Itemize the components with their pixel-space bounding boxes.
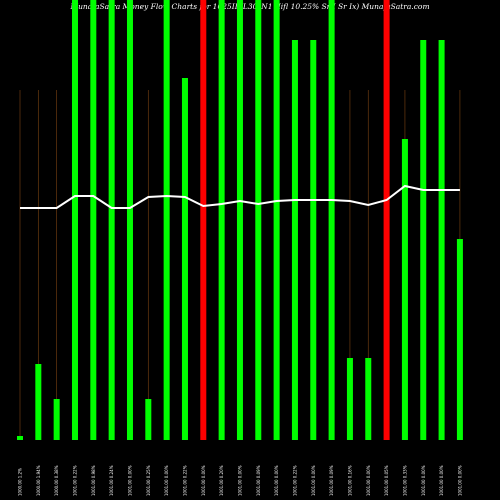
x-tick-label: 1001.00 0.24% [109,465,114,496]
x-tick-label: 1001.00 0.00% [164,465,169,496]
x-tick-label: 1001.00 0.00% [457,465,462,496]
bar [163,0,170,440]
bar [35,364,42,440]
bar [456,239,463,440]
bar [218,0,225,440]
x-tick-label: 1001.00 0.00% [311,465,316,496]
x-tick-label: 1001.00 0.22% [72,465,77,496]
bar [365,358,372,440]
bar [90,0,97,440]
x-tick-label: 1001.00 0.00% [201,465,206,496]
x-tick-label: 1000.00 1.94% [36,465,41,496]
bar [346,358,353,440]
money-flow-line [20,184,460,209]
bar [126,0,133,440]
bar [53,399,60,440]
x-tick-label: 1001.00 0.00% [237,465,242,496]
x-tick-label: 1001.00 0.00% [421,465,426,496]
bar [17,436,23,440]
bar [145,399,152,440]
x-tick-label: 1001.00 0.33% [402,465,407,496]
bar [181,78,188,440]
bar [291,40,298,440]
bar [420,40,427,440]
bar [310,40,317,440]
bar [401,139,408,440]
bar [108,0,115,440]
x-tick-label: 1001.00 0.00% [274,465,279,496]
bar [236,0,243,440]
x-tick-label: 1001.00 0.09% [256,465,261,496]
x-tick-label: 1000.00 0.38% [54,465,59,496]
x-tick-label: 1001.00 0.22% [182,465,187,496]
bar [328,0,335,440]
x-tick-label: 1001.00 0.00% [366,465,371,496]
bar [71,0,78,440]
x-tick-label: 1001.00 0.22% [292,465,297,496]
x-tick-label: 1001.00 0.05% [384,465,389,496]
x-tick-label: 1000.00 1.2% [18,468,23,496]
x-tick-label: 1001.00 0.98% [91,465,96,496]
x-tick-label: 1001.00 0.00% [127,465,132,496]
x-tick-label: 1001.00 0.20% [219,465,224,496]
bar [200,0,207,440]
x-tick-label: 1001.00 0.09% [329,465,334,496]
bar [438,40,445,440]
bar [255,0,262,440]
x-tick-label: 1001.00 0.16% [347,465,352,496]
chart-title: MunafaSatra Money Flow Charts for 1025II… [69,2,429,11]
bar [273,0,280,440]
x-tick-label: 1001.00 0.25% [146,465,151,496]
x-tick-label: 1001.00 0.00% [439,465,444,496]
bar [383,0,390,440]
